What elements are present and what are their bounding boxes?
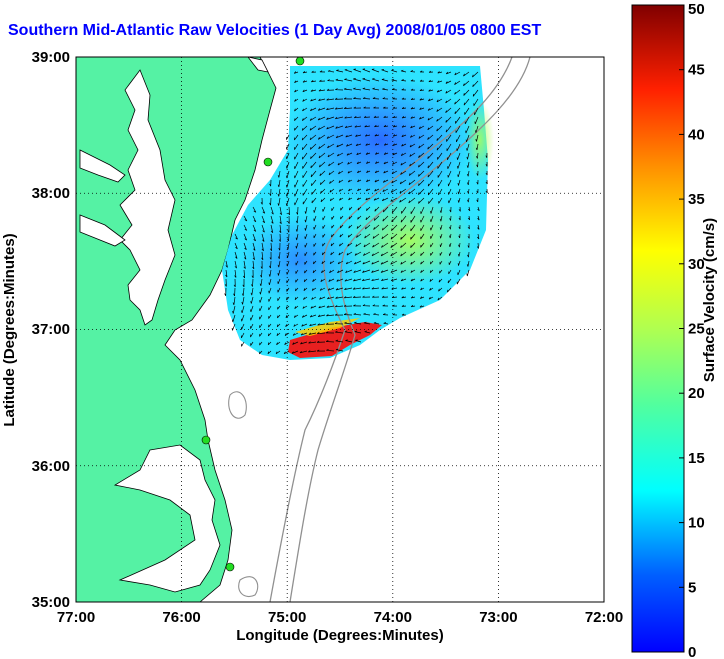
- bathymetry-contour: [228, 391, 247, 419]
- radar-site-marker: [295, 57, 305, 66]
- colorbar-tick-label: 10: [688, 515, 705, 532]
- y-tick-label: 39:00: [32, 49, 70, 66]
- colorbar-tick-label: 40: [688, 126, 705, 143]
- bathymetry-contour: [269, 57, 513, 602]
- land: [76, 57, 277, 602]
- y-axis-label: Latitude (Degrees:Minutes): [1, 233, 18, 426]
- delaware-bay: [247, 57, 269, 73]
- map-title: Southern Mid-Atlantic Raw Velocities (1 …: [8, 22, 542, 39]
- y-tick-label: 38:00: [32, 185, 70, 202]
- velocity-hotspot: [288, 322, 382, 358]
- radar-site-marker: [225, 562, 235, 572]
- bathymetry-contour: [289, 57, 531, 602]
- radar-site-marker: [263, 157, 273, 167]
- y-tick-label: 37:00: [32, 321, 70, 338]
- velocity-arrows: [224, 68, 488, 355]
- y-axis: 39:00 38:00 37:00 36:00 35:00 Latitude (…: [1, 49, 70, 611]
- colorbar-gradient: [631, 4, 685, 653]
- colorbar: 0 5 10 15 20 25 30 35 40 45 50 Surface Velocity (c…: [631, 1, 718, 659]
- y-tick-label: 36:00: [32, 458, 70, 475]
- velocity-arrow-set: [224, 68, 488, 355]
- chesapeake-bay: [119, 69, 176, 326]
- bathymetry-contour: [238, 576, 259, 598]
- colorbar-tick-label: 35: [688, 191, 705, 208]
- colorbar-tick-label: 5: [688, 579, 696, 596]
- river-inlet: [79, 214, 126, 247]
- pamlico-sound: [113, 444, 221, 593]
- x-tick-label: 73:00: [479, 609, 517, 626]
- grid: [76, 57, 604, 602]
- colorbar-label: Surface Velocity (cm/s): [701, 218, 718, 382]
- radar-site-marker: [201, 435, 211, 445]
- colorbar-tick-label: 30: [688, 256, 705, 273]
- colorbar-tick-label: 25: [688, 321, 705, 338]
- x-tick-label: 77:00: [57, 609, 95, 626]
- velocity-hotspot-edge: [295, 318, 360, 336]
- x-tick-label: 74:00: [374, 609, 412, 626]
- colorbar-tick-label: 50: [688, 1, 705, 18]
- colorbar-tick-label: 15: [688, 450, 705, 467]
- colorbar-tick-label: 45: [688, 62, 705, 79]
- colorbar-tick-label: 20: [688, 385, 705, 402]
- plot-frame: [75, 56, 605, 603]
- colorbar-tick-label: 0: [688, 644, 696, 659]
- x-tick-label: 72:00: [585, 609, 623, 626]
- river-inlet: [79, 149, 126, 183]
- x-axis-label: Longitude (Degrees:Minutes): [236, 627, 444, 644]
- x-tick-label: 76:00: [162, 609, 200, 626]
- x-tick-label: 75:00: [268, 609, 306, 626]
- y-tick-label: 35:00: [32, 594, 70, 611]
- x-axis: 77:00 76:00 75:00 74:00 73:00 72:00 Long…: [57, 609, 623, 644]
- velocity-green-region: [466, 100, 494, 180]
